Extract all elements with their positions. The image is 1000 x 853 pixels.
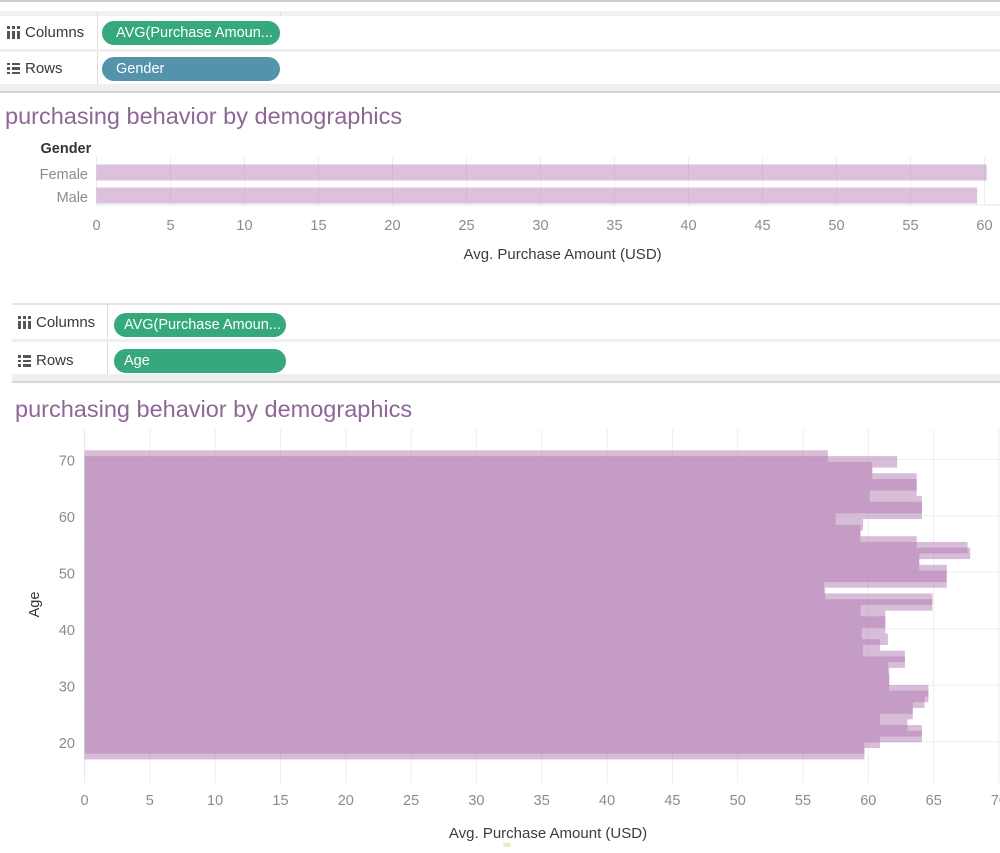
svg-text:50: 50: [828, 218, 844, 234]
svg-text:15: 15: [310, 218, 326, 234]
svg-text:50: 50: [59, 567, 75, 583]
svg-text:40: 40: [599, 793, 615, 809]
svg-text:35: 35: [534, 793, 550, 809]
svg-text:55: 55: [902, 218, 918, 234]
svg-text:10: 10: [236, 218, 252, 234]
svg-text:Avg. Purchase Amount (USD): Avg. Purchase Amount (USD): [449, 825, 647, 842]
svg-text:70: 70: [991, 793, 1000, 809]
svg-text:60: 60: [59, 510, 75, 526]
svg-text:25: 25: [403, 793, 419, 809]
svg-text:25: 25: [458, 218, 474, 234]
svg-text:Age: Age: [27, 592, 43, 618]
svg-text:55: 55: [795, 793, 811, 809]
svg-text:35: 35: [606, 218, 622, 234]
svg-text:30: 30: [468, 793, 484, 809]
svg-text:Gender: Gender: [41, 141, 92, 157]
svg-text:0: 0: [80, 793, 88, 809]
svg-text:5: 5: [166, 218, 174, 234]
svg-text:60: 60: [976, 218, 992, 234]
svg-text:20: 20: [59, 736, 75, 752]
svg-text:50: 50: [730, 793, 746, 809]
svg-text:5: 5: [146, 793, 154, 809]
svg-text:30: 30: [59, 680, 75, 696]
svg-text:30: 30: [532, 218, 548, 234]
svg-text:45: 45: [754, 218, 770, 234]
svg-text:0: 0: [92, 218, 100, 234]
svg-text:40: 40: [680, 218, 696, 234]
svg-text:70: 70: [59, 454, 75, 470]
svg-text:60: 60: [860, 793, 876, 809]
svg-text:15: 15: [272, 793, 288, 809]
svg-text:40: 40: [59, 623, 75, 639]
svg-text:65: 65: [926, 793, 942, 809]
svg-text:20: 20: [384, 218, 400, 234]
svg-text:45: 45: [664, 793, 680, 809]
svg-text:20: 20: [338, 793, 354, 809]
svg-text:10: 10: [207, 793, 223, 809]
